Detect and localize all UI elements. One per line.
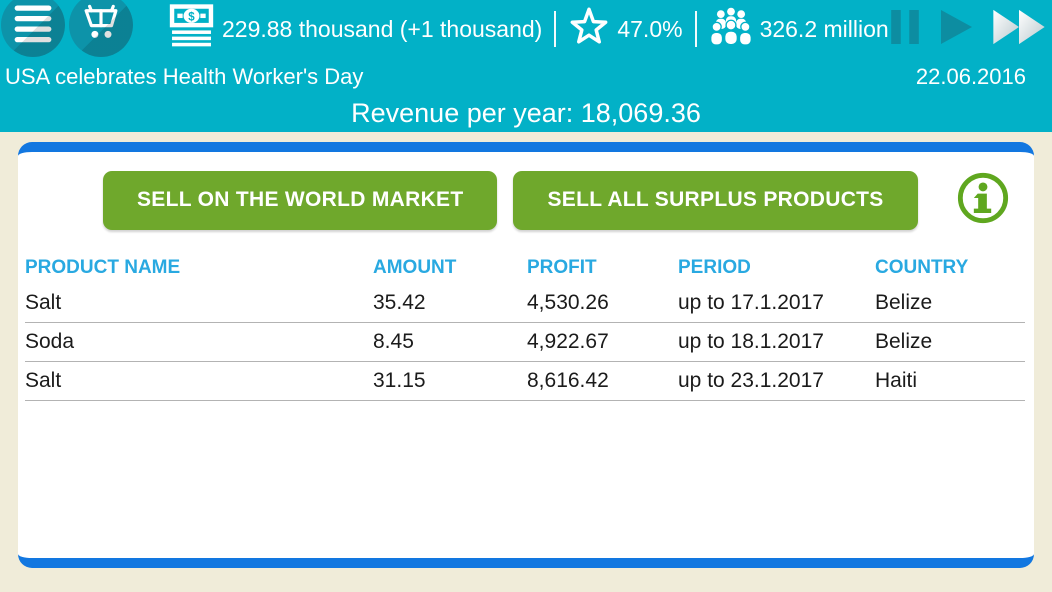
sell-world-market-button[interactable]: SELL ON THE WORLD MARKET (103, 170, 498, 230)
play-button[interactable] (938, 9, 974, 50)
table-cell: 35.42 (373, 291, 426, 314)
column-header-profit: PROFIT (527, 257, 597, 278)
column-header-country: COUNTRY (875, 257, 969, 278)
trade-panel: SELL ON THE WORLD MARKET SELL ALL SURPLU… (18, 142, 1034, 568)
table-cell: 8,616.42 (527, 369, 609, 392)
contracts-table: PRODUCT NAME AMOUNT PROFIT PERIOD COUNTR… (25, 252, 1025, 401)
table-cell: up to 23.1.2017 (678, 369, 824, 392)
rating-star-icon (568, 6, 610, 52)
info-icon (956, 171, 1010, 230)
event-row: USA celebrates Health Worker's Day 22.06… (0, 58, 1052, 95)
actions-row: SELL ON THE WORLD MARKET SELL ALL SURPLU… (18, 170, 1034, 230)
rating-stat[interactable]: 47.0% (568, 6, 683, 52)
table-cell: Belize (875, 291, 933, 314)
table-row[interactable]: Salt 31.15 8,616.42 up to 23.1.2017 Haiti (25, 362, 1025, 401)
money-value: 229.88 thousand (+1 thousand) (222, 15, 543, 42)
sell-all-surplus-button[interactable]: SELL ALL SURPLUS PRODUCTS (513, 170, 918, 230)
column-header-product: PRODUCT NAME (25, 257, 181, 278)
revenue-per-year: Revenue per year: 18,069.36 (351, 98, 701, 128)
table-row[interactable]: Salt 35.42 4,530.26 up to 17.1.2017 Belize (25, 284, 1025, 323)
pause-button[interactable] (890, 9, 920, 49)
cart-icon (80, 2, 122, 49)
pause-icon (890, 9, 920, 49)
svg-text:$: $ (188, 11, 195, 23)
info-button[interactable] (956, 171, 1010, 230)
table-cell: Soda (25, 330, 75, 353)
status-row: $ 229.88 thousand (+1 thousand) (0, 0, 1052, 58)
table-cell: 4,530.26 (527, 291, 609, 314)
table-cell: Salt (25, 369, 62, 392)
fast-forward-button[interactable] (992, 8, 1046, 51)
table-cell: 8.45 (373, 330, 414, 353)
revenue-row: Revenue per year: 18,069.36 (0, 95, 1052, 132)
column-header-period: PERIOD (678, 257, 751, 278)
table-cell: 4,922.67 (527, 330, 609, 353)
table-cell: up to 17.1.2017 (678, 291, 824, 314)
divider (554, 11, 557, 47)
table-header-row: PRODUCT NAME AMOUNT PROFIT PERIOD COUNTR… (25, 252, 1025, 284)
top-bar: $ 229.88 thousand (+1 thousand) (0, 0, 1052, 132)
table-cell: Belize (875, 330, 933, 353)
page-background: SELL ON THE WORLD MARKET SELL ALL SURPLU… (0, 132, 1052, 592)
stats-group: $ 229.88 thousand (+1 thousand) (168, 0, 889, 58)
population-icon (709, 6, 753, 52)
table-row[interactable]: Soda 8.45 4,922.67 up to 18.1.2017 Belize (25, 323, 1025, 362)
table-cell: 31.15 (373, 369, 426, 392)
population-value: 326.2 million (759, 15, 889, 42)
game-date: 22.06.2016 (915, 63, 1026, 89)
fast-forward-icon (992, 8, 1046, 51)
table-cell: Salt (25, 291, 62, 314)
rating-value: 47.0% (617, 15, 683, 42)
table-body: Salt 35.42 4,530.26 up to 17.1.2017 Belize So… (25, 284, 1025, 401)
table-cell: Haiti (875, 369, 918, 392)
news-ticker[interactable]: USA celebrates Health Worker's Day (5, 63, 364, 89)
population-stat[interactable]: 326.2 million (709, 6, 889, 52)
table-cell: up to 18.1.2017 (678, 330, 824, 353)
divider (694, 11, 697, 47)
column-header-amount: AMOUNT (373, 257, 457, 278)
money-icon: $ (168, 3, 215, 55)
menu-button[interactable] (1, 0, 65, 57)
cart-button[interactable] (69, 0, 133, 57)
play-icon (938, 9, 974, 50)
menu-icon (12, 1, 54, 50)
money-stat[interactable]: $ 229.88 thousand (+1 thousand) (168, 3, 542, 55)
time-controls (890, 0, 1046, 58)
